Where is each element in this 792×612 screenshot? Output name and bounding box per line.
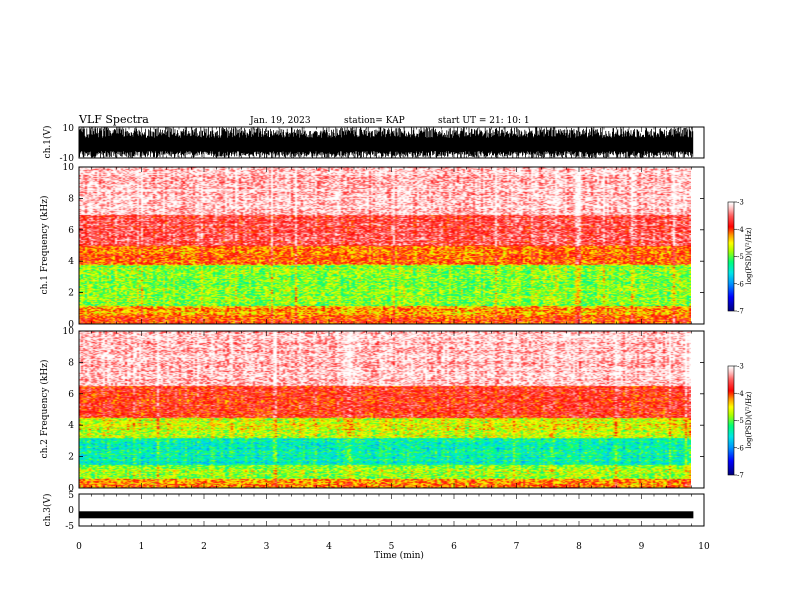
chart-title: VLF Spectra (78, 113, 149, 126)
time-axis-labels: 0 1 2 3 4 5 6 7 8 9 10 (76, 542, 710, 552)
colorbar-tick-label: -5 (737, 417, 744, 425)
station-label: station= KAP (344, 116, 405, 126)
ch3-ylabel: ch.3(V) (42, 494, 53, 527)
time-tick-label: 7 (514, 542, 520, 552)
ch1-ytick-bottom: -10 (60, 154, 75, 164)
colorbar-tick-label: -3 (737, 363, 744, 371)
colorbar-tick-label: -7 (737, 308, 744, 316)
time-tick-label: 1 (139, 542, 145, 552)
ch3-waveform-frame (78, 493, 705, 527)
time-tick-label: 4 (326, 542, 332, 552)
colorbar-tick-label: -3 (737, 199, 744, 207)
freq-tick-label: 0 (68, 484, 74, 494)
freq-tick-label: 6 (68, 226, 74, 236)
colorbar-tick-label: -7 (737, 472, 744, 480)
ch1-ylabel: ch.1(V) (42, 126, 53, 159)
colorbar-tick-label: -4 (737, 390, 744, 398)
ch3-waveform-series (79, 511, 694, 519)
freq-tick-label: 2 (68, 453, 74, 463)
colorbar-tick-label: -4 (737, 226, 744, 234)
ch1-spectrogram-image (79, 167, 691, 324)
freq-tick-label: 2 (68, 289, 74, 299)
ch2-spectrogram-image (79, 331, 691, 488)
ch2-colorbar-label: log(PSD)(V²/Hz) (745, 391, 753, 448)
ch2-colorbar (728, 366, 734, 475)
time-tick-label: 10 (698, 542, 710, 552)
ch1-colorbar-ticks: -3 -4 -5 -6 -7 (734, 199, 744, 316)
ch3-ytick-bottom: -5 (65, 522, 74, 532)
freq-tick-label: 0 (68, 320, 74, 330)
ch1-waveform-panel: 10 -10 ch.1(V) (42, 124, 705, 164)
ch2-freq-ticks: 0 2 4 6 8 10 (63, 327, 704, 494)
time-tick-label: 5 (389, 542, 395, 552)
date-label: Jan. 19, 2023 (249, 116, 311, 126)
colorbar-tick-label: -6 (737, 444, 744, 452)
ch2-spec-ylabel: ch.2 Frequency (kHz) (39, 360, 50, 459)
time-tick-label: 3 (264, 542, 270, 552)
ch1-spec-ylabel: ch.1 Frequency (kHz) (39, 196, 50, 295)
ch3-waveform-panel: 5 0 -5 ch.3(V) (42, 491, 705, 532)
time-tick-label: 0 (76, 542, 82, 552)
freq-tick-label: 6 (68, 390, 74, 400)
ch1-freq-ticks: 0 2 4 6 8 10 (63, 163, 704, 330)
time-axis-label: Time (min) (374, 550, 424, 561)
ch1-ytick-top: 10 (63, 124, 75, 134)
ch1-colorbar-label: log(PSD)(V²/Hz) (745, 227, 753, 284)
ch1-waveform-series (78, 127, 694, 158)
start-time-label: start UT = 21: 10: 1 (438, 116, 530, 126)
freq-tick-label: 10 (63, 327, 75, 337)
freq-tick-label: 8 (68, 358, 74, 368)
time-tick-label: 6 (451, 542, 457, 552)
time-tick-label: 2 (201, 542, 207, 552)
colorbar-tick-label: -6 (737, 280, 744, 288)
freq-tick-label: 10 (63, 163, 75, 173)
freq-tick-label: 4 (68, 421, 74, 431)
ch2-colorbar-ticks: -3 -4 -5 -6 -7 (734, 363, 744, 480)
time-tick-label: 8 (576, 542, 582, 552)
ch1-colorbar (728, 202, 734, 311)
time-axis-ticks (78, 127, 705, 526)
colorbar-tick-label: -5 (737, 253, 744, 261)
time-tick-label: 9 (639, 542, 645, 552)
ch3-ytick-mid: 0 (68, 506, 74, 516)
freq-tick-label: 8 (68, 194, 74, 204)
freq-tick-label: 4 (68, 257, 74, 267)
ch3-ytick-top: 5 (68, 491, 74, 501)
